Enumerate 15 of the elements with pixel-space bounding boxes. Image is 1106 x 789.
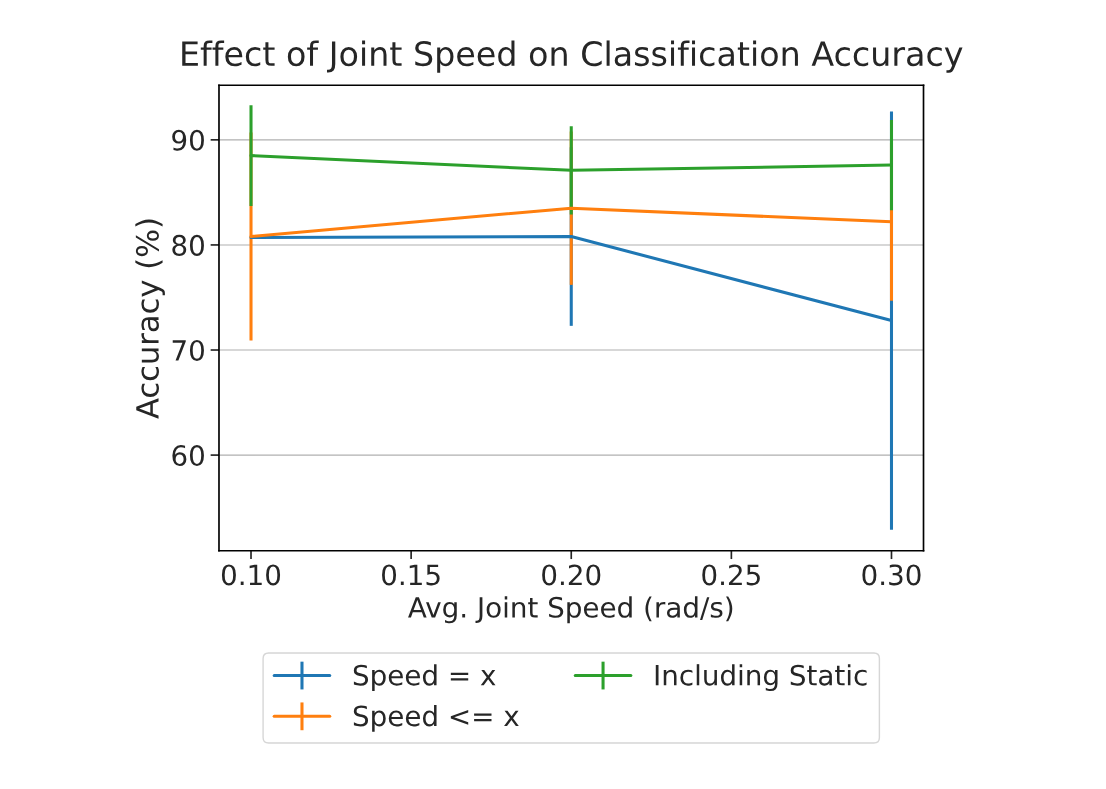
x-tick-label: 0.25	[702, 564, 760, 586]
y-tick-label: 80	[172, 234, 204, 256]
x-tick-label: 0.10	[221, 564, 281, 586]
x-tick-label: 0.20	[542, 564, 601, 586]
chart-title: Effect of Joint Speed on Classification Accuracy	[182, 40, 963, 73]
x-axis-title: Avg. Joint Speed (rad/s)	[408, 596, 733, 624]
y-axis-title: Accuracy (%)	[135, 219, 165, 419]
y-tick-label: 90	[172, 129, 204, 151]
y-tick-label: 60	[172, 445, 204, 467]
x-tick-label: 0.15	[382, 564, 440, 586]
legend-label: Speed = x	[353, 664, 496, 692]
y-tick-label: 70	[172, 339, 204, 361]
legend-label: Speed <= x	[353, 704, 519, 732]
legend-label: Including Static	[655, 664, 867, 692]
x-tick-label: 0.30	[862, 564, 921, 586]
